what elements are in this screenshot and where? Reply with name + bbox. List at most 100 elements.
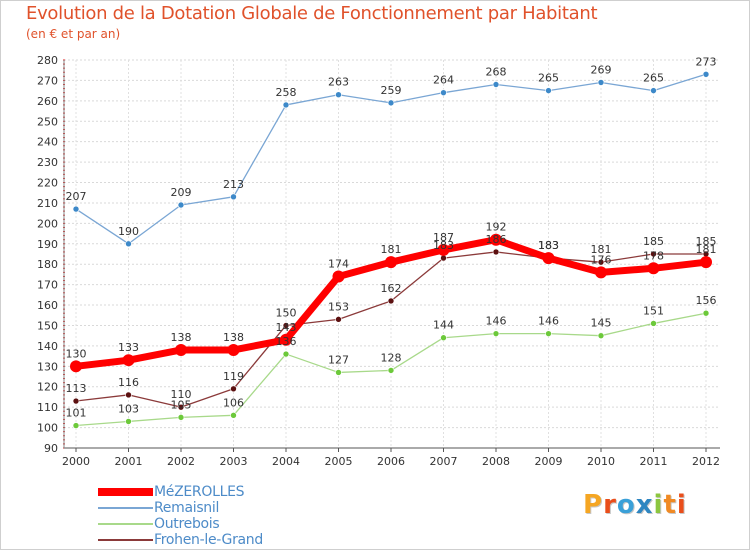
data-label-remaisnil: 265	[643, 72, 664, 85]
data-point-outrebois	[650, 320, 657, 327]
x-tick-label: 2012	[692, 455, 720, 468]
data-point-frohen-le-grand	[492, 248, 500, 256]
data-label-outrebois: 151	[643, 304, 664, 317]
y-tick-label: 240	[37, 136, 58, 149]
x-tick-label: 2010	[587, 455, 615, 468]
data-label-m-zerolles: 138	[171, 331, 192, 344]
data-label-frohen-le-grand: 186	[486, 233, 507, 246]
data-label-outrebois: 105	[171, 398, 192, 411]
data-point-m-zerolles	[647, 262, 660, 275]
data-label-remaisnil: 263	[328, 76, 349, 89]
x-tick-label: 2007	[430, 455, 458, 468]
data-label-remaisnil: 258	[276, 86, 297, 99]
data-point-outrebois	[597, 332, 605, 339]
data-label-outrebois: 128	[381, 351, 402, 364]
y-tick-label: 220	[37, 177, 58, 190]
data-label-remaisnil: 213	[223, 178, 244, 191]
x-tick-label: 2011	[640, 455, 668, 468]
data-point-frohen-le-grand	[335, 316, 342, 323]
data-label-outrebois: 127	[328, 353, 349, 366]
y-tick-label: 140	[37, 340, 58, 353]
data-point-remaisnil	[492, 81, 500, 88]
y-tick-label: 100	[37, 422, 58, 435]
data-label-m-zerolles: 181	[381, 243, 402, 256]
data-label-remaisnil: 268	[486, 66, 507, 79]
data-point-frohen-le-grand	[440, 254, 447, 262]
y-tick-label: 260	[37, 95, 58, 108]
data-label-m-zerolles: 178	[643, 249, 664, 262]
y-tick-label: 250	[37, 115, 58, 128]
data-label-frohen-le-grand: 119	[223, 370, 244, 383]
brand-logo: Proxiti	[583, 490, 687, 520]
brand-letter: t	[663, 490, 677, 520]
brand-letter: i	[653, 490, 664, 520]
data-label-frohen-le-grand: 185	[643, 235, 664, 248]
legend-swatch-outrebois	[98, 523, 153, 525]
y-tick-label: 280	[37, 54, 58, 67]
data-point-m-zerolles	[280, 333, 292, 346]
data-point-outrebois	[335, 369, 342, 376]
data-label-m-zerolles: 133	[118, 341, 139, 354]
data-point-remaisnil	[387, 99, 395, 107]
data-point-outrebois	[545, 330, 552, 337]
data-point-outrebois	[387, 367, 395, 374]
data-label-frohen-le-grand: 185	[696, 235, 717, 248]
data-point-frohen-le-grand	[230, 385, 237, 393]
data-label-remaisnil: 273	[696, 55, 717, 68]
data-point-m-zerolles	[70, 360, 82, 373]
chart-title: Evolution de la Dotation Globale de Fonc…	[26, 3, 598, 24]
data-label-outrebois: 103	[118, 402, 139, 415]
data-label-remaisnil: 264	[433, 74, 454, 87]
data-label-m-zerolles: 192	[486, 221, 507, 234]
data-point-remaisnil	[72, 205, 80, 213]
axis-layer: 90 100 110 120 130 140 150 160 170 180 190 200 210 22…	[37, 54, 720, 468]
data-label-remaisnil: 265	[538, 72, 559, 85]
x-tick-label: 2008	[482, 455, 510, 468]
brand-letter: o	[616, 490, 636, 520]
data-point-frohen-le-grand	[650, 250, 657, 258]
y-tick-label: 170	[37, 279, 58, 292]
chart-subtitle: (en € et par an)	[26, 27, 121, 41]
data-point-frohen-le-grand	[597, 258, 605, 266]
data-point-m-zerolles	[122, 354, 135, 367]
legend-swatch-frohen-le-grand	[98, 539, 153, 541]
data-label-layer: 130 133 138 138 143 174 181 187 192 183 176 178 181 2…	[66, 55, 717, 419]
brand-letter: i	[676, 490, 687, 520]
data-point-remaisnil	[125, 240, 132, 248]
data-label-m-zerolles: 181	[696, 243, 717, 256]
data-point-outrebois	[177, 414, 185, 421]
legend-swatch-remaisnil	[98, 507, 153, 509]
y-tick-label: 210	[37, 197, 58, 210]
data-point-outrebois	[230, 412, 237, 419]
data-point-remaisnil	[702, 70, 710, 78]
y-tick-label: 160	[37, 299, 58, 312]
data-point-remaisnil	[650, 87, 657, 94]
data-label-frohen-le-grand: 110	[171, 388, 192, 401]
data-label-m-zerolles: 130	[66, 347, 87, 360]
y-tick-label: 90	[44, 442, 58, 455]
data-point-outrebois	[440, 334, 447, 342]
data-label-outrebois: 146	[486, 315, 507, 328]
data-point-outrebois	[492, 330, 500, 337]
data-point-m-zerolles	[437, 243, 450, 256]
y-tick-label: 190	[37, 238, 58, 251]
data-label-outrebois: 146	[538, 315, 559, 328]
data-label-outrebois: 145	[591, 317, 612, 330]
data-label-outrebois: 106	[223, 396, 244, 409]
legend-label-outrebois: Outrebois	[154, 516, 220, 532]
legend-label-mezerolles: MéZEROLLES	[154, 484, 245, 500]
legend-label-remaisnil: Remaisnil	[154, 500, 220, 516]
data-point-remaisnil	[230, 193, 237, 201]
x-tick-label: 2005	[325, 455, 353, 468]
data-point-m-zerolles	[385, 256, 397, 269]
data-label-outrebois: 101	[66, 407, 87, 420]
data-label-remaisnil: 259	[381, 84, 402, 97]
data-point-outrebois	[72, 422, 80, 429]
data-label-frohen-le-grand: 116	[118, 376, 139, 389]
data-label-remaisnil: 269	[591, 63, 612, 76]
x-tick-label: 2003	[220, 455, 248, 468]
data-label-frohen-le-grand: 181	[591, 243, 612, 256]
data-point-m-zerolles	[227, 343, 240, 356]
data-point-remaisnil	[177, 201, 185, 209]
data-label-outrebois: 144	[433, 319, 454, 332]
